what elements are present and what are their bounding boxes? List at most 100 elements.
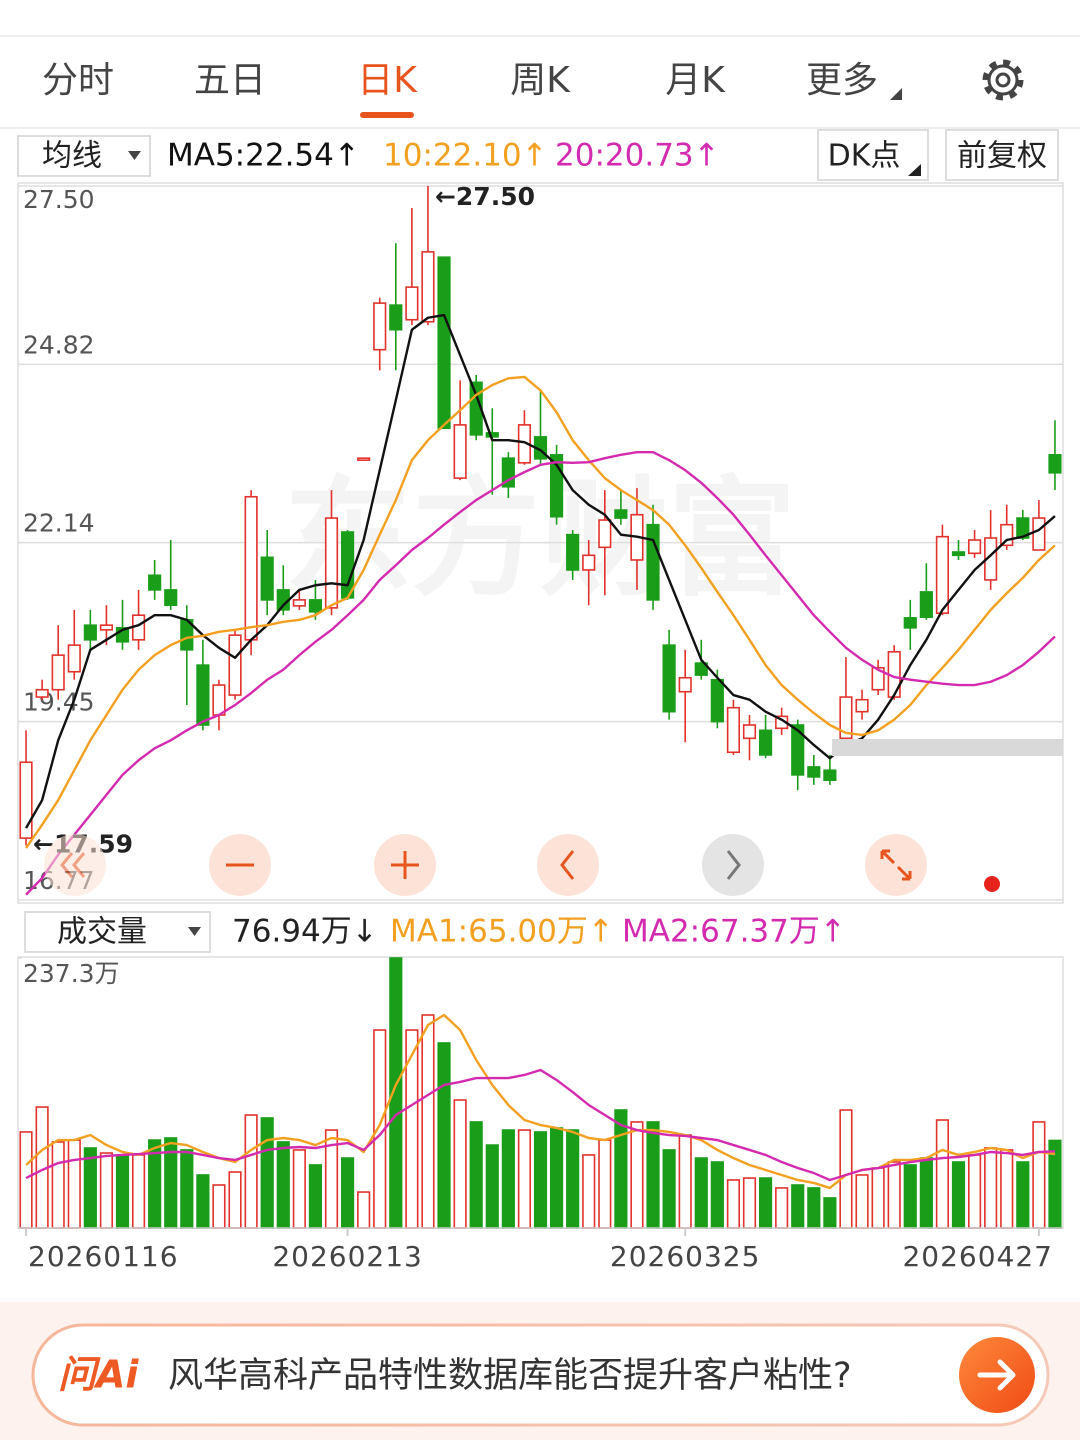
dk-button-label: DK点	[828, 139, 901, 174]
candle-body	[791, 724, 805, 776]
tab[interactable]: 日K	[357, 60, 418, 101]
volume-bar	[919, 1157, 933, 1229]
volume-bar	[19, 1131, 33, 1229]
volume-bar	[646, 1121, 660, 1229]
volume-bar	[485, 1144, 499, 1229]
ma-line	[25, 1013, 1056, 1190]
move-left-button[interactable]	[537, 834, 599, 896]
candle-body	[614, 509, 628, 519]
tab[interactable]: 周K	[510, 60, 571, 101]
watermark: 东方财富	[284, 465, 796, 614]
ai-brand: 问Ai	[58, 1353, 139, 1397]
candle-body	[1000, 523, 1014, 547]
candle-body	[83, 624, 97, 641]
candle-body	[598, 519, 612, 549]
candle-body	[196, 664, 210, 726]
volume-bar	[935, 1119, 950, 1229]
volume-bar	[357, 1191, 371, 1229]
candle-body	[1016, 517, 1030, 539]
volume-bar	[823, 1197, 837, 1229]
zoom-in-button[interactable]	[374, 834, 436, 896]
candle-body	[373, 302, 387, 351]
fullscreen-button[interactable]	[865, 834, 927, 896]
legend-entry: 10:22.10↑	[383, 138, 548, 174]
settings-icon[interactable]	[982, 59, 1024, 101]
volume-bar	[405, 1029, 419, 1229]
volume-bar	[549, 1127, 564, 1229]
volume-bar	[115, 1154, 130, 1229]
volume-bar	[775, 1187, 789, 1229]
candle-body	[807, 766, 821, 778]
volume-chart: 237.3万 20260116 20260213 20260325 20260427	[18, 957, 1063, 1273]
candle-body	[244, 495, 258, 641]
dk-button[interactable]	[817, 129, 929, 181]
volume-bar	[421, 1014, 435, 1229]
volume-bar	[228, 1171, 242, 1229]
volume-bar	[678, 1134, 692, 1229]
volume-bar	[855, 1174, 869, 1229]
ask-button[interactable]	[959, 1337, 1035, 1413]
volume-bar	[437, 1042, 451, 1229]
tab[interactable]: 五日	[194, 60, 266, 101]
candle-body	[485, 432, 499, 438]
candle-body	[710, 678, 724, 723]
candle-body	[566, 533, 580, 571]
indicator-dropdown[interactable]	[17, 135, 151, 177]
candle-body	[758, 729, 773, 756]
candle-body	[839, 696, 853, 740]
volume-bar	[598, 1139, 612, 1229]
zoom-out-button[interactable]	[209, 834, 271, 896]
volume-bar	[694, 1157, 708, 1229]
candle-body	[871, 666, 885, 691]
gear-ring	[987, 64, 1019, 96]
candle-body	[340, 531, 355, 599]
legend-entry: 20:20.73↑	[555, 138, 720, 174]
ask-ai-bar[interactable]	[31, 1323, 1050, 1427]
candle-body	[453, 424, 467, 479]
candle-body	[35, 688, 49, 698]
volume-bar	[180, 1149, 194, 1229]
volume-bar	[196, 1174, 210, 1229]
volume-bar	[566, 1129, 580, 1229]
gear-teeth	[982, 59, 1024, 101]
tab[interactable]: 分时	[42, 60, 114, 101]
legend-entry: MA2:67.37万↑	[622, 914, 846, 950]
volume-bar	[887, 1161, 901, 1229]
volume-dropdown[interactable]	[24, 911, 211, 953]
candle-body	[260, 556, 274, 601]
volume-bar	[292, 1149, 306, 1229]
dropdown-caret	[128, 151, 141, 160]
volume-bar	[244, 1114, 258, 1229]
volume-bar	[340, 1157, 355, 1229]
candle-body	[967, 539, 982, 555]
candle-body	[324, 517, 339, 609]
volume-bar	[469, 1121, 483, 1229]
volume-bar	[758, 1177, 773, 1229]
volume-bar	[807, 1187, 821, 1229]
candle-body	[678, 676, 692, 693]
x-tick-label: 20260116	[28, 1240, 179, 1273]
candle-body	[19, 761, 33, 839]
adjust-button[interactable]	[945, 129, 1059, 181]
chart-controls	[44, 834, 1000, 896]
scroll-left-button[interactable]	[44, 834, 106, 896]
volume-bar	[501, 1129, 515, 1229]
y-tick-label: 27.50	[23, 185, 95, 214]
ma-line	[25, 375, 1056, 849]
volume-bar	[967, 1154, 982, 1229]
extreme-annotation: ←27.50	[435, 182, 535, 211]
volume-bar	[453, 1099, 467, 1229]
tab[interactable]: 更多	[806, 60, 878, 101]
candle-body	[437, 256, 451, 430]
tab[interactable]: 月K	[665, 60, 726, 101]
volume-bar	[83, 1147, 97, 1229]
volume-bar	[1016, 1161, 1030, 1229]
volume-bar	[260, 1117, 274, 1229]
legend-entry: MA1:65.00万↑	[390, 914, 614, 950]
move-right-button[interactable]	[702, 834, 764, 896]
candle-body	[421, 251, 435, 323]
candle-body	[51, 654, 65, 691]
volume-bar	[984, 1147, 998, 1229]
volume-bar	[131, 1154, 146, 1229]
